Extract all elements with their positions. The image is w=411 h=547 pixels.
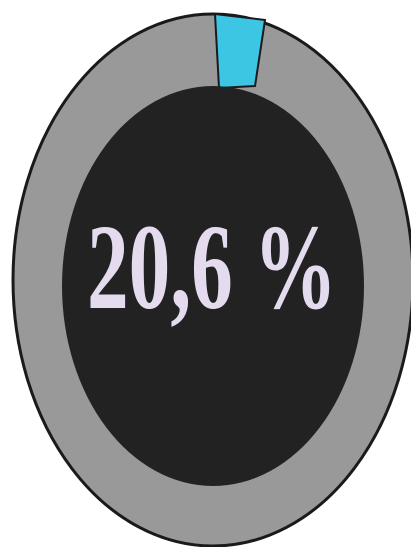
gauge-label: 20,6 % <box>87 200 337 335</box>
gauge-center <box>62 86 364 486</box>
gauge-indicator <box>213 12 267 90</box>
